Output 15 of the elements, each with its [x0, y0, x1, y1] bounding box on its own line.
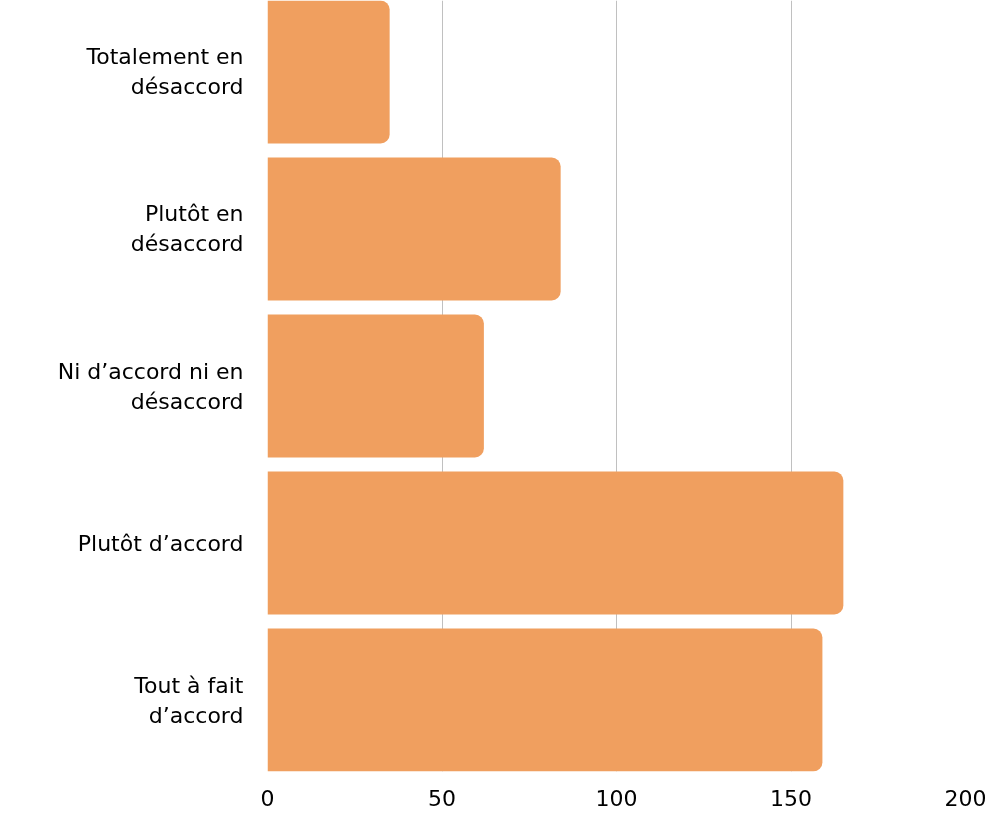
x-tick-label: 150	[770, 785, 812, 811]
bar	[267, 471, 844, 615]
x-tick-label: 50	[428, 785, 456, 811]
y-tick-label: Totalement en désaccord	[85, 44, 244, 100]
bar	[267, 314, 484, 458]
bar	[267, 0, 390, 144]
y-tick-label: Plutôt en désaccord	[130, 201, 244, 257]
bar	[267, 157, 561, 301]
bar	[267, 628, 823, 772]
y-tick-label: Tout à fait d’accord	[133, 672, 244, 728]
y-tick-label: Ni d’accord ni en désaccord	[57, 358, 244, 414]
y-tick-label: Plutôt d’accord	[77, 530, 244, 556]
x-tick-label: 100	[595, 785, 638, 811]
x-tick-label: 0	[260, 785, 275, 811]
x-tick-label: 200	[944, 785, 987, 811]
